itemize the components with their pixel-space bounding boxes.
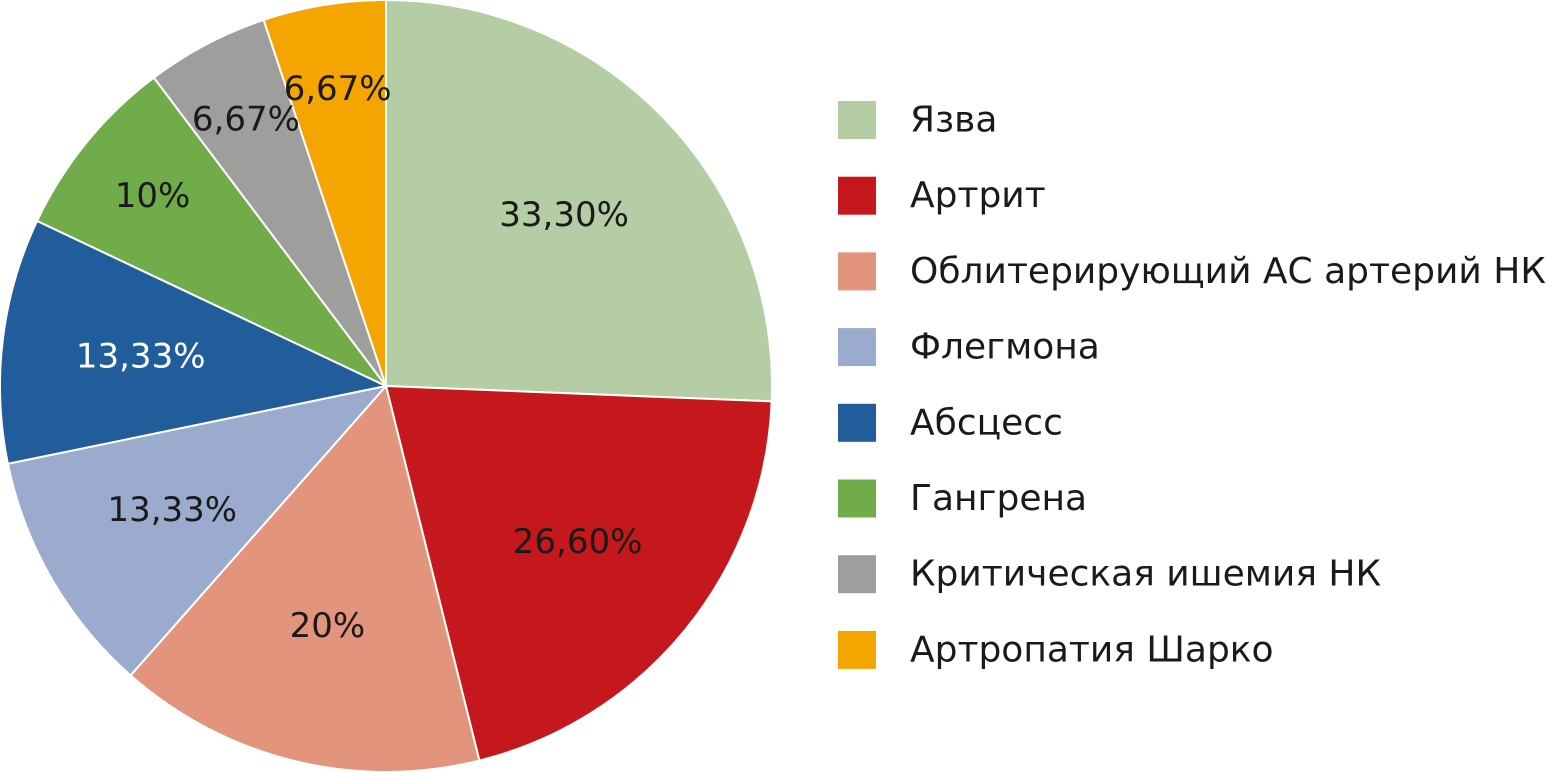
- legend-item-3: Облитерирующий АС артерий НК: [838, 251, 1546, 292]
- legend-item-4: Флегмона: [838, 327, 1100, 368]
- slice-label-3: 20%: [290, 606, 366, 646]
- legend-label: Критическая ишемия НК: [910, 554, 1381, 595]
- legend-swatch: [838, 403, 876, 442]
- legend-swatch: [838, 252, 876, 291]
- slice-label-4: 13,33%: [107, 490, 237, 530]
- legend-label: Артропатия Шарко: [910, 629, 1274, 670]
- slice-label-2: 26,60%: [513, 522, 643, 562]
- legend-label: Артрит: [910, 175, 1046, 216]
- legend-label: Флегмона: [910, 327, 1100, 368]
- pie-slice-2: [384, 384, 773, 762]
- legend-item-5: Абсцесс: [838, 402, 1063, 443]
- legend-swatch: [838, 328, 876, 367]
- pie-slice-3: [129, 383, 481, 772]
- legend-item-8: Артропатия Шарко: [838, 629, 1274, 670]
- pie-slice-5: [0, 219, 390, 465]
- legend-item-7: Критическая ишемия НК: [838, 554, 1381, 595]
- legend-label: Облитерирующий АС артерий НК: [910, 251, 1546, 292]
- slice-labels: 33,30%26,60%20%13,33%13,33%10%6,67%6,67%: [76, 69, 643, 646]
- slice-label-8: 6,67%: [284, 69, 392, 109]
- pie-slices: [0, 0, 773, 772]
- legend-swatch: [838, 555, 876, 594]
- legend-label: Абсцесс: [910, 402, 1063, 443]
- slice-label-1: 33,30%: [499, 195, 629, 235]
- legend-item-6: Гангрена: [838, 478, 1087, 519]
- legend-swatch: [838, 101, 876, 139]
- pie-slice-4: [6, 384, 389, 677]
- legend-item-2: Артрит: [838, 175, 1046, 216]
- pie-slice-6: [35, 76, 387, 387]
- legend-label: Гангрена: [910, 478, 1087, 519]
- slice-label-7: 6,67%: [192, 100, 300, 140]
- pie-slice-8: [262, 0, 387, 387]
- slice-label-5: 13,33%: [76, 337, 206, 377]
- pie-slice-1: [385, 0, 773, 403]
- legend-label: Язва: [910, 100, 997, 141]
- legend-swatch: [838, 479, 876, 518]
- legend-swatch: [838, 176, 876, 215]
- legend-item-1: Язва: [838, 100, 997, 141]
- legend-swatch: [838, 630, 876, 669]
- legend: Язва Артрит Облитерирующий АС артерий НК Фл…: [838, 100, 1546, 670]
- slice-label-6: 10%: [115, 176, 191, 216]
